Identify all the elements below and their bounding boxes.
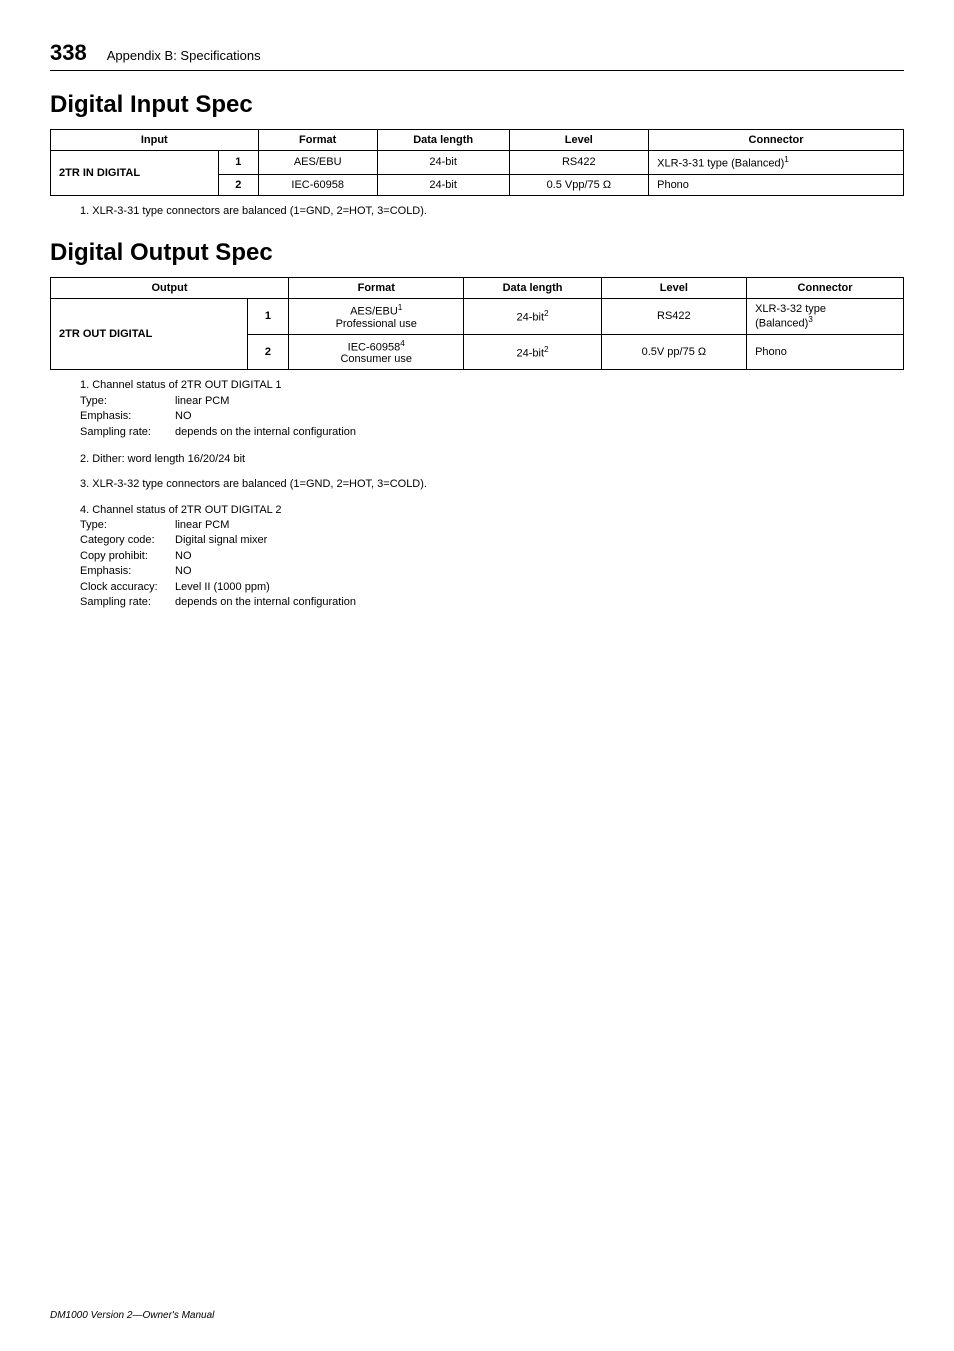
cell-connector: Phono [649, 174, 904, 195]
note-label: Emphasis: [80, 564, 175, 579]
col-input: Input [51, 130, 259, 151]
output-note-1: 1. Channel status of 2TR OUT DIGITAL 1 T… [80, 378, 904, 440]
input-spec-table: Input Format Data length Level Connector… [50, 129, 904, 196]
col-level: Level [509, 130, 649, 151]
cell-level: RS422 [601, 299, 746, 335]
cell-data: 24-bit [377, 174, 509, 195]
cell-level: 0.5V pp/75 Ω [601, 334, 746, 370]
input-section-title: Digital Input Spec [50, 91, 904, 119]
note-label: Emphasis: [80, 409, 175, 424]
cell-data: 24-bit2 [464, 334, 601, 370]
page-footer: DM1000 Version 2—Owner's Manual [50, 1310, 214, 1321]
table-row: 2TR IN DIGITAL 1 AES/EBU 24-bit RS422 XL… [51, 151, 904, 175]
row-idx: 2 [218, 174, 258, 195]
table-header-row: Output Format Data length Level Connecto… [51, 278, 904, 299]
output-section-title: Digital Output Spec [50, 239, 904, 267]
note-value: NO [175, 564, 192, 579]
table-header-row: Input Format Data length Level Connector [51, 130, 904, 151]
cell-level: 0.5 Vpp/75 Ω [509, 174, 649, 195]
page-header: 338 Appendix B: Specifications [50, 40, 904, 71]
note-label: Category code: [80, 533, 175, 548]
note-value: depends on the internal configuration [175, 595, 356, 610]
col-level: Level [601, 278, 746, 299]
note-value: Level II (1000 ppm) [175, 580, 270, 595]
page-number: 338 [50, 40, 87, 66]
cell-format: IEC-609584Consumer use [289, 334, 464, 370]
output-notes: 1. Channel status of 2TR OUT DIGITAL 1 T… [80, 378, 904, 610]
output-note-2: 2. Dither: word length 16/20/24 bit [80, 452, 904, 467]
cell-format: IEC-60958 [258, 174, 377, 195]
note-value: NO [175, 549, 192, 564]
row-idx: 1 [218, 151, 258, 175]
note-value: linear PCM [175, 394, 229, 409]
table-row: 2TR OUT DIGITAL 1 AES/EBU1Professional u… [51, 299, 904, 335]
output-note-4: 4. Channel status of 2TR OUT DIGITAL 2 T… [80, 503, 904, 611]
col-data-length: Data length [464, 278, 601, 299]
col-format: Format [258, 130, 377, 151]
col-format: Format [289, 278, 464, 299]
output-spec-table: Output Format Data length Level Connecto… [50, 277, 904, 370]
cell-data: 24-bit2 [464, 299, 601, 335]
col-connector: Connector [649, 130, 904, 151]
col-output: Output [51, 278, 289, 299]
appendix-title: Appendix B: Specifications [107, 48, 261, 63]
note-label: Sampling rate: [80, 425, 175, 440]
note-label: Copy prohibit: [80, 549, 175, 564]
cell-connector: XLR-3-31 type (Balanced)1 [649, 151, 904, 175]
output-group-label: 2TR OUT DIGITAL [51, 299, 248, 370]
note-label: Clock accuracy: [80, 580, 175, 595]
note-label: Type: [80, 394, 175, 409]
note-value: Digital signal mixer [175, 533, 267, 548]
note-head: 1. Channel status of 2TR OUT DIGITAL 1 [80, 378, 904, 393]
cell-format: AES/EBU1Professional use [289, 299, 464, 335]
note-head: 4. Channel status of 2TR OUT DIGITAL 2 [80, 503, 904, 518]
cell-connector: Phono [747, 334, 904, 370]
cell-data: 24-bit [377, 151, 509, 175]
cell-connector: XLR-3-32 type(Balanced)3 [747, 299, 904, 335]
note-value: depends on the internal configuration [175, 425, 356, 440]
row-idx: 1 [247, 299, 288, 335]
input-group-label: 2TR IN DIGITAL [51, 151, 219, 196]
col-connector: Connector [747, 278, 904, 299]
input-note-1: 1. XLR-3-31 type connectors are balanced… [80, 204, 904, 219]
col-data-length: Data length [377, 130, 509, 151]
input-notes: 1. XLR-3-31 type connectors are balanced… [80, 204, 904, 219]
note-label: Type: [80, 518, 175, 533]
note-value: NO [175, 409, 192, 424]
cell-format: AES/EBU [258, 151, 377, 175]
output-note-3: 3. XLR-3-32 type connectors are balanced… [80, 477, 904, 492]
note-label: Sampling rate: [80, 595, 175, 610]
note-value: linear PCM [175, 518, 229, 533]
cell-level: RS422 [509, 151, 649, 175]
row-idx: 2 [247, 334, 288, 370]
